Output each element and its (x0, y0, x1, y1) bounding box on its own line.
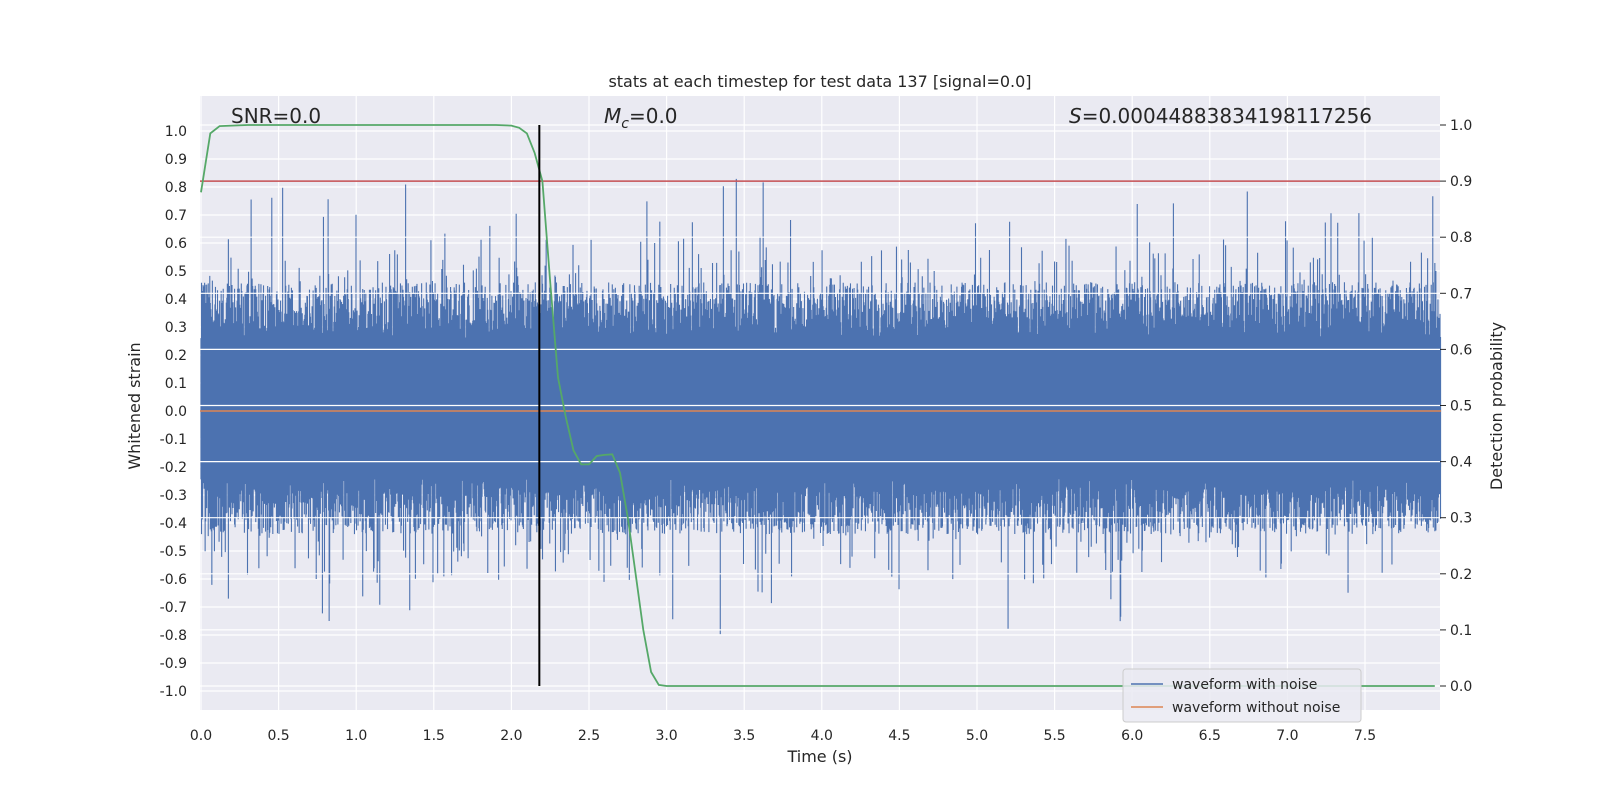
y-axis-label: Whitened strain (125, 342, 144, 469)
x-tick-label: 4.5 (888, 728, 910, 744)
x-tick-label: 2.0 (500, 728, 522, 744)
y-tick-label: -0.4 (160, 516, 187, 532)
series-waveform-with-noise (200, 178, 1442, 635)
y-tick-labels: 1.0 0.9 0.8 0.7 0.6 0.5 0.4 0.3 0.2 0.1 0.0 -0.1 -0.… (160, 124, 187, 700)
y-tick-label: -0.6 (160, 572, 187, 588)
y-tick-label: 0.8 (165, 180, 187, 196)
x-tick-label: 2.5 (578, 728, 600, 744)
right-y-tick-label: 0.6 (1450, 342, 1472, 358)
right-y-tick-label: 0.7 (1450, 286, 1472, 302)
y-tick-label: -0.7 (160, 600, 187, 616)
mc-symbol: M (604, 104, 621, 128)
noisy-waveform-core (201, 349, 1442, 467)
chart-title: stats at each timestep for test data 137… (608, 72, 1031, 91)
mc-subscript: c (621, 116, 629, 132)
x-tick-label: 0.5 (267, 728, 289, 744)
x-tick-label: 5.0 (966, 728, 988, 744)
right-y-tick-label: 0.1 (1450, 623, 1472, 639)
x-tick-label: 6.0 (1121, 728, 1143, 744)
legend-label-noisy: waveform with noise (1172, 677, 1317, 693)
y-tick-label: -0.9 (160, 656, 187, 672)
legend-label-clean: waveform without noise (1172, 700, 1340, 716)
right-y-tick-label: 0.2 (1450, 567, 1472, 583)
x-tick-labels: 0.0 0.5 1.0 1.5 2.0 2.5 3.0 3.5 4.0 4.5 5.0 5.5 6.0 6… (190, 728, 1376, 744)
series-detection-probability (200, 124, 1435, 687)
y-tick-label: 1.0 (165, 124, 187, 140)
x-tick-label: 3.0 (655, 728, 677, 744)
y-tick-label: -0.1 (160, 432, 187, 448)
y-tick-label: 0.5 (165, 264, 187, 280)
right-y-tick-label: 0.8 (1450, 230, 1472, 246)
right-y-tick-label: 0.0 (1450, 679, 1472, 695)
x-tick-label: 3.5 (733, 728, 755, 744)
y-tick-label: -1.0 (160, 684, 187, 700)
y-tick-label: -0.3 (160, 488, 187, 504)
x-tick-label: 1.5 (423, 728, 445, 744)
x-axis-label: Time (s) (786, 747, 852, 766)
y-tick-label: -0.2 (160, 460, 187, 476)
x-tick-label: 1.0 (345, 728, 367, 744)
s-value: =0.00044883834198117256 (1082, 104, 1372, 128)
y-tick-label: -0.8 (160, 628, 187, 644)
x-tick-label: 0.0 (190, 728, 212, 744)
snr-annotation: SNR=0.0 (231, 104, 321, 128)
y-tick-label: 0.9 (165, 152, 187, 168)
right-y-tick-label: 0.5 (1450, 399, 1472, 415)
y-tick-label: 0.1 (165, 376, 187, 392)
x-tick-label: 7.0 (1276, 728, 1298, 744)
s-annotation: S=0.00044883834198117256 (1069, 104, 1372, 128)
y-tick-label: 0.4 (165, 292, 187, 308)
y-tick-label: 0.0 (165, 404, 187, 420)
right-y-tick-label: 0.3 (1450, 511, 1472, 527)
legend: waveform with noise waveform without noi… (1122, 668, 1362, 723)
right-y-tick-label: 0.9 (1450, 174, 1472, 190)
y-tick-label: 0.2 (165, 348, 187, 364)
x-tick-label: 7.5 (1354, 728, 1376, 744)
s-symbol: S (1069, 104, 1082, 128)
x-tick-label: 6.5 (1199, 728, 1221, 744)
x-tick-label: 5.5 (1043, 728, 1065, 744)
legend-box (1122, 668, 1362, 723)
right-y-tick-label: 1.0 (1450, 118, 1472, 134)
x-tick-label: 4.0 (811, 728, 833, 744)
right-y-tick-labels: 1.0 0.9 0.8 0.7 0.6 0.5 0.4 0.3 0.2 0.1 0.0 (1440, 118, 1472, 695)
mc-value: =0.0 (629, 104, 678, 128)
y-tick-label: -0.5 (160, 544, 187, 560)
y-tick-label: 0.7 (165, 208, 187, 224)
right-y-tick-label: 0.4 (1450, 455, 1472, 471)
right-y-axis-label: Detection probability (1487, 322, 1506, 490)
y-tick-label: 0.6 (165, 236, 187, 252)
chirp-mass-annotation: Mc=0.0 (604, 104, 678, 132)
y-tick-label: 0.3 (165, 320, 187, 336)
